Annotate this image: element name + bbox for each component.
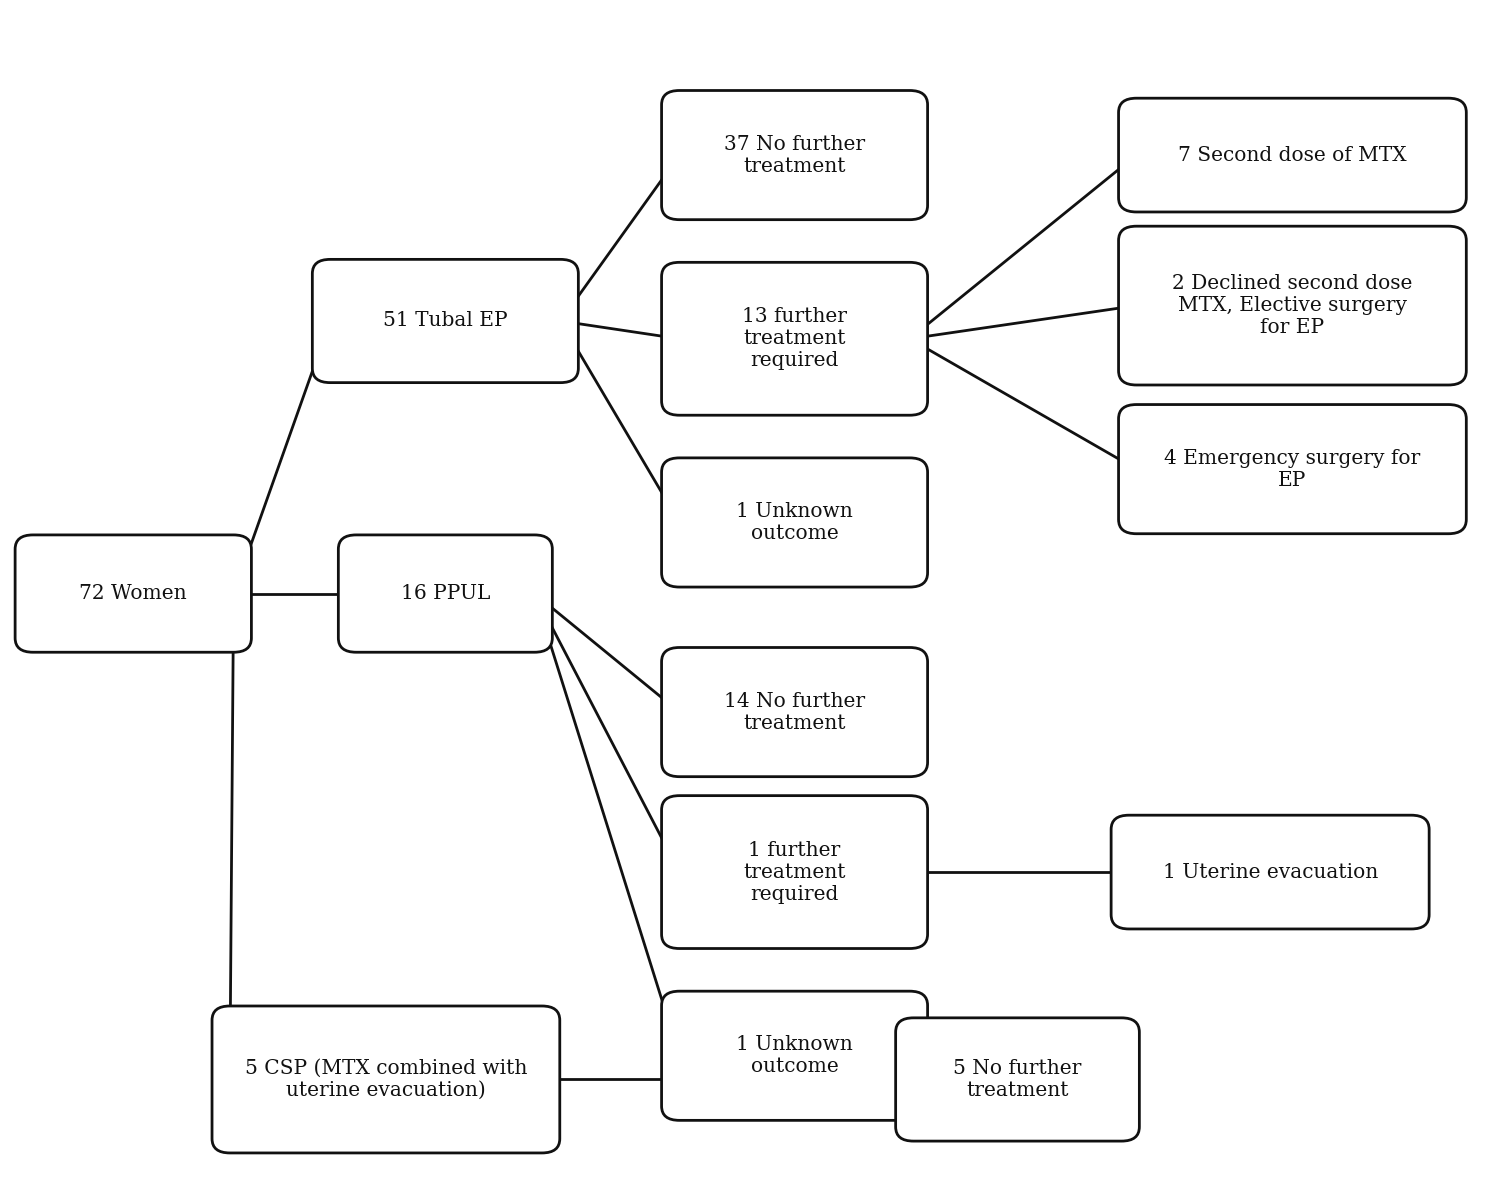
Text: 7 Second dose of MTX: 7 Second dose of MTX: [1178, 145, 1407, 164]
Text: 4 Emergency surgery for
EP: 4 Emergency surgery for EP: [1164, 448, 1420, 489]
FancyBboxPatch shape: [1119, 404, 1467, 534]
Text: 2 Declined second dose
MTX, Elective surgery
for EP: 2 Declined second dose MTX, Elective sur…: [1172, 275, 1413, 337]
FancyBboxPatch shape: [662, 647, 927, 777]
Text: 5 No further
treatment: 5 No further treatment: [954, 1059, 1082, 1099]
FancyBboxPatch shape: [662, 796, 927, 948]
Text: 5 CSP (MTX combined with
uterine evacuation): 5 CSP (MTX combined with uterine evacuat…: [244, 1059, 526, 1099]
Text: 1 further
treatment
required: 1 further treatment required: [744, 840, 846, 904]
FancyBboxPatch shape: [211, 1006, 560, 1153]
FancyBboxPatch shape: [662, 90, 927, 219]
FancyBboxPatch shape: [662, 458, 927, 588]
FancyBboxPatch shape: [1119, 98, 1467, 212]
Text: 51 Tubal EP: 51 Tubal EP: [382, 312, 507, 331]
FancyBboxPatch shape: [312, 259, 579, 382]
FancyBboxPatch shape: [1112, 815, 1430, 929]
Text: 13 further
treatment
required: 13 further treatment required: [742, 307, 847, 370]
FancyBboxPatch shape: [339, 535, 552, 652]
Text: 1 Uterine evacuation: 1 Uterine evacuation: [1162, 862, 1378, 881]
FancyBboxPatch shape: [15, 535, 252, 652]
Text: 1 Unknown
outcome: 1 Unknown outcome: [736, 502, 854, 543]
Text: 37 No further
treatment: 37 No further treatment: [724, 134, 866, 175]
Text: 1 Unknown
outcome: 1 Unknown outcome: [736, 1035, 854, 1077]
Text: 14 No further
treatment: 14 No further treatment: [724, 692, 866, 733]
FancyBboxPatch shape: [896, 1018, 1140, 1141]
FancyBboxPatch shape: [662, 992, 927, 1120]
FancyBboxPatch shape: [662, 263, 927, 415]
FancyBboxPatch shape: [1119, 227, 1467, 385]
Text: 72 Women: 72 Women: [80, 584, 188, 603]
Text: 16 PPUL: 16 PPUL: [400, 584, 490, 603]
